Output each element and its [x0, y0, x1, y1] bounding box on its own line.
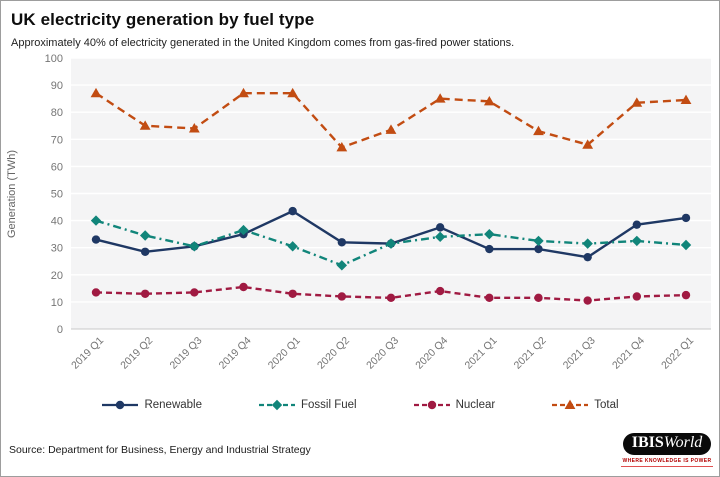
series-total [90, 87, 692, 152]
y-tick-label: 50 [51, 189, 63, 201]
chart-subtitle: Approximately 40% of electricity generat… [11, 37, 515, 49]
legend-swatch-triangle-icon [552, 399, 589, 409]
y-tick-label: 90 [51, 80, 63, 92]
x-tick-label: 2020 Q1 [266, 335, 303, 372]
legend-item-fossil-fuel: Fossil Fuel [258, 398, 357, 412]
legend-label: Nuclear [455, 399, 496, 411]
x-tick-label: 2021 Q3 [561, 335, 598, 372]
chart-header: UK electricity generation by fuel type A… [1, 1, 719, 49]
y-tick-label: 20 [51, 270, 63, 282]
series-fossil-fuel [90, 215, 692, 271]
chart-legend: Renewable Fossil Fuel Nuclear Total [1, 393, 719, 417]
x-tick-label: 2020 Q3 [364, 335, 401, 372]
chart-title: UK electricity generation by fuel type [11, 10, 315, 29]
legend-swatch-diamond-icon [259, 399, 295, 411]
legend-swatch-circle-icon [413, 400, 450, 410]
ibisworld-logo: IBISWorld WHERE KNOWLEDGE IS POWER [621, 433, 713, 467]
y-tick-label: 30 [51, 243, 63, 255]
y-tick-label: 70 [51, 134, 63, 146]
legend-swatch-circle-icon [102, 400, 139, 410]
logo-text-ibis: IBIS [631, 434, 664, 451]
y-tick-label: 60 [51, 161, 63, 173]
legend-label: Fossil Fuel [301, 399, 357, 411]
y-axis-title: Generation (TWh) [6, 150, 18, 238]
legend-item-renewable: Renewable [101, 398, 202, 412]
legend-label: Total [594, 399, 619, 411]
x-tick-label: 2019 Q1 [69, 335, 106, 372]
x-tick-label: 2019 Q4 [217, 335, 254, 372]
x-tick-label: 2021 Q1 [462, 335, 499, 372]
logo-tagline: WHERE KNOWLEDGE IS POWER [621, 456, 713, 467]
legend-label: Renewable [144, 399, 202, 411]
chart-footer: Source: Department for Business, Energy … [9, 428, 713, 472]
y-tick-label: 0 [57, 324, 63, 336]
x-tick-label: 2020 Q2 [315, 335, 352, 372]
source-text: Source: Department for Business, Energy … [9, 444, 311, 456]
x-tick-label: 2019 Q2 [118, 335, 155, 372]
y-tick-label: 100 [45, 53, 63, 65]
y-tick-label: 10 [51, 297, 63, 309]
line-chart: 0 10 20 30 40 50 60 70 80 90 100 Generation (TWh) 20… [6, 53, 711, 372]
x-tick-label: 2021 Q4 [610, 335, 647, 372]
series-nuclear [91, 282, 691, 305]
y-tick-label: 80 [51, 107, 63, 119]
legend-item-nuclear: Nuclear [413, 398, 496, 412]
x-tick-label: 2019 Q3 [167, 335, 204, 372]
logo-text-world: World [663, 434, 703, 451]
legend-item-total: Total [551, 398, 619, 412]
x-tick-label: 2022 Q1 [659, 335, 696, 372]
x-tick-label: 2021 Q2 [512, 335, 549, 372]
ibisworld-logo-pill: IBISWorld [622, 433, 712, 455]
x-tick-label: 2020 Q4 [413, 335, 450, 372]
y-tick-label: 40 [51, 216, 63, 228]
